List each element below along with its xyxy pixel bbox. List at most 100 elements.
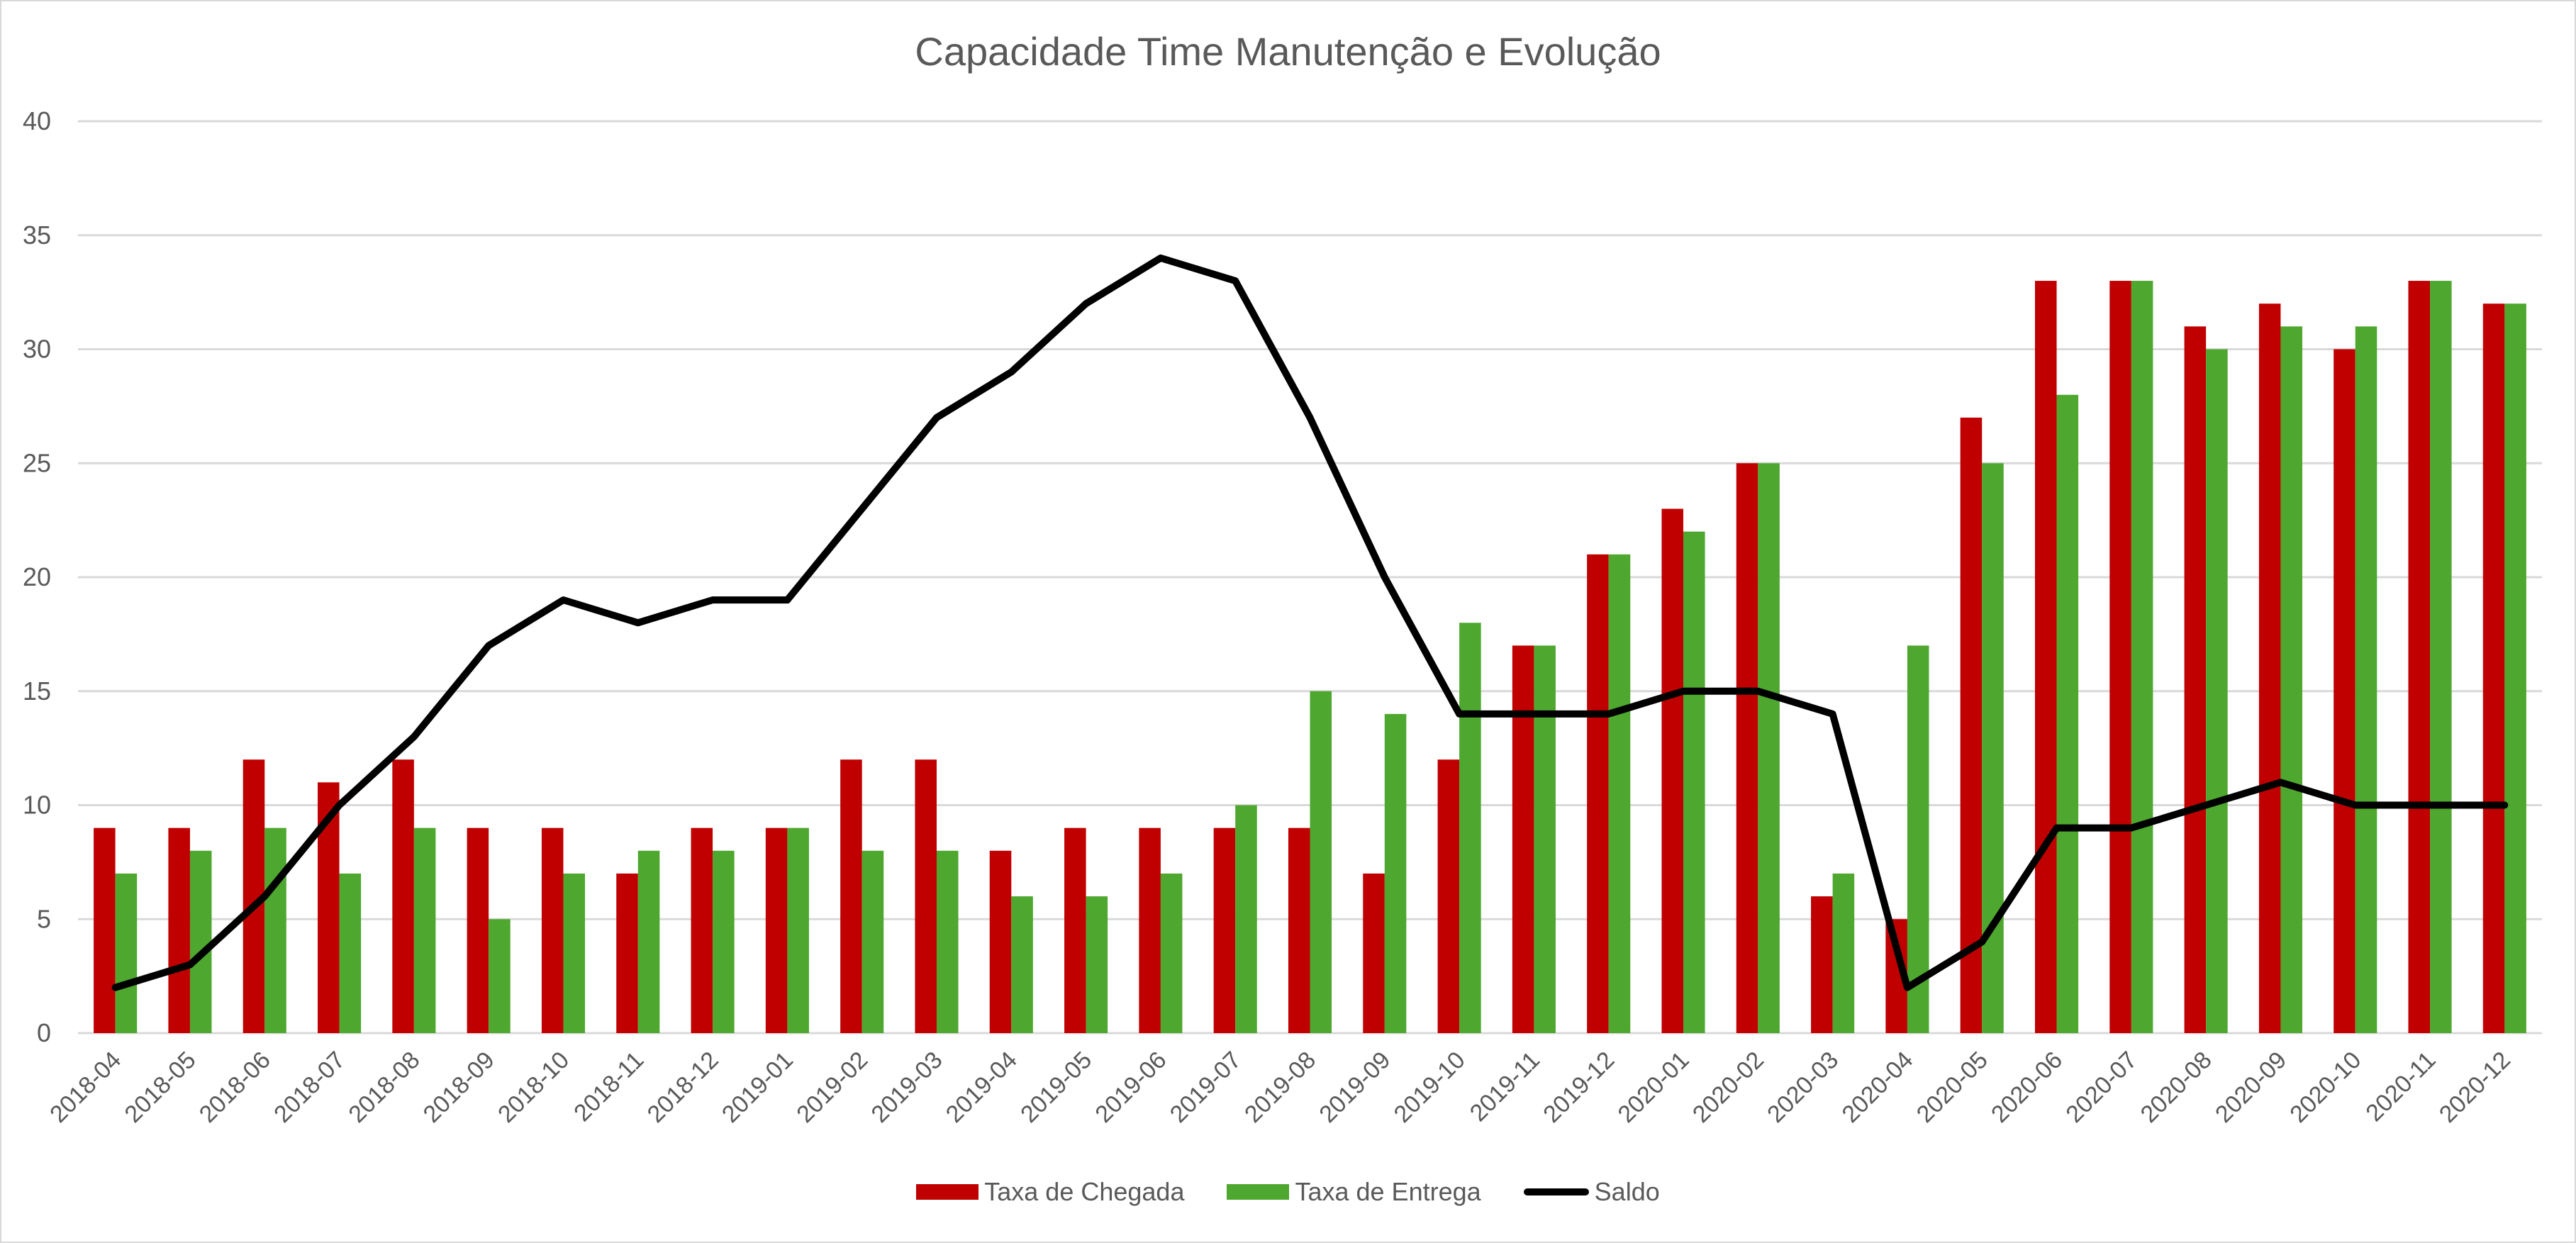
bar <box>1459 623 1481 1033</box>
bar <box>189 850 212 1033</box>
bar <box>2482 303 2505 1034</box>
bar <box>1661 508 1684 1033</box>
bar <box>2504 303 2526 1034</box>
x-tick-label: 2019-03 <box>866 1047 948 1128</box>
bar <box>2109 281 2131 1033</box>
saldo-line <box>111 254 2509 991</box>
x-tick-label: 2020-07 <box>2061 1047 2142 1128</box>
bar <box>541 827 564 1033</box>
y-tick-label: 20 <box>23 562 51 591</box>
bar <box>1288 827 1310 1033</box>
legend-label: Saldo <box>1594 1177 1660 1206</box>
bar <box>2258 303 2281 1034</box>
bar <box>2131 281 2153 1033</box>
bar <box>94 827 116 1033</box>
bar <box>936 850 959 1033</box>
x-tick-label: 2018-07 <box>269 1047 350 1128</box>
bar <box>339 873 362 1033</box>
bar <box>467 827 489 1033</box>
legend-item-entrega: Taxa de Entrega <box>1227 1177 1481 1207</box>
legend-swatch-line <box>1523 1188 1589 1195</box>
x-tick-label: 2020-05 <box>1912 1047 1993 1128</box>
bar <box>637 850 660 1033</box>
legend-swatch-red <box>916 1184 979 1200</box>
bar <box>1512 645 1534 1033</box>
chart-title: Capacidade Time Manutenção e Evolução <box>915 29 1661 74</box>
bar <box>1139 827 1161 1033</box>
bar <box>1960 417 1983 1033</box>
bar <box>1832 873 1855 1033</box>
x-tick-label: 2019-01 <box>717 1047 798 1128</box>
x-tick-label: 2018-05 <box>120 1047 201 1128</box>
x-tick-label: 2019-06 <box>1090 1047 1171 1128</box>
x-tick-label: 2020-09 <box>2210 1047 2292 1128</box>
x-tick-label: 2018-09 <box>418 1047 500 1128</box>
y-tick-label: 30 <box>23 335 51 364</box>
bar <box>1736 463 1758 1033</box>
bar <box>563 873 586 1033</box>
bar <box>1310 691 1332 1033</box>
x-tick-label: 2019-07 <box>1165 1047 1247 1128</box>
bar <box>2034 281 2057 1033</box>
legend: Taxa de Chegada Taxa de Entrega Saldo <box>0 1177 2576 1207</box>
bar <box>2430 281 2452 1033</box>
bar <box>1437 759 1460 1033</box>
bar <box>1160 873 1183 1033</box>
x-tick-label: 2020-02 <box>1688 1047 1769 1128</box>
bar <box>2206 349 2228 1033</box>
bar <box>2355 326 2377 1034</box>
bar <box>1758 463 1780 1033</box>
bar <box>1064 827 1086 1033</box>
bar <box>1235 805 1257 1033</box>
bar <box>2408 281 2431 1033</box>
x-tick-label: 2018-04 <box>45 1047 126 1128</box>
bar <box>915 759 937 1033</box>
bar <box>713 850 735 1033</box>
bar <box>616 873 638 1033</box>
x-tick-label: 2020-01 <box>1613 1047 1695 1128</box>
bar <box>765 827 788 1033</box>
y-tick-label: 25 <box>23 448 51 477</box>
bar <box>840 759 862 1033</box>
legend-label: Taxa de Chegada <box>984 1177 1185 1206</box>
bar <box>264 827 286 1033</box>
bar <box>787 827 809 1033</box>
x-tick-label: 2018-11 <box>569 1047 649 1127</box>
x-tick-label: 2018-10 <box>493 1047 574 1128</box>
y-tick-label: 15 <box>23 676 51 706</box>
bar <box>1587 554 1609 1033</box>
x-tick-label: 2019-11 <box>1465 1047 1545 1127</box>
x-tick-label: 2020-11 <box>2360 1047 2441 1127</box>
x-tick-label: 2020-03 <box>1762 1047 1844 1128</box>
x-tick-label: 2018-08 <box>343 1047 425 1128</box>
bar <box>1608 554 1631 1033</box>
x-tick-label: 2020-04 <box>1836 1047 1918 1128</box>
x-tick-label: 2019-09 <box>1314 1047 1395 1128</box>
bar <box>413 827 436 1033</box>
x-tick-label: 2019-04 <box>941 1047 1022 1128</box>
bar <box>2334 349 2355 1033</box>
bar <box>168 827 190 1033</box>
bar <box>1683 531 1705 1033</box>
bar <box>392 759 414 1033</box>
x-tick-label: 2020-12 <box>2434 1047 2516 1128</box>
bar <box>115 873 138 1033</box>
x-tick-label: 2020-06 <box>1986 1047 2068 1128</box>
bar <box>1363 873 1385 1033</box>
bar <box>2280 326 2302 1034</box>
bar <box>862 850 884 1033</box>
y-tick-label: 0 <box>37 1018 51 1047</box>
x-tick-label: 2018-06 <box>194 1047 276 1128</box>
legend-item-saldo: Saldo <box>1523 1177 1660 1207</box>
y-tick-label: 35 <box>23 221 51 250</box>
bar <box>2056 394 2079 1033</box>
bar <box>1086 896 1108 1033</box>
y-tick-label: 10 <box>23 791 51 820</box>
legend-label: Taxa de Entrega <box>1295 1177 1481 1206</box>
x-tick-label: 2019-08 <box>1239 1047 1321 1128</box>
bar <box>1982 463 2004 1033</box>
bar <box>989 850 1012 1033</box>
x-tick-label: 2019-05 <box>1015 1047 1097 1128</box>
y-tick-label: 40 <box>23 106 51 135</box>
